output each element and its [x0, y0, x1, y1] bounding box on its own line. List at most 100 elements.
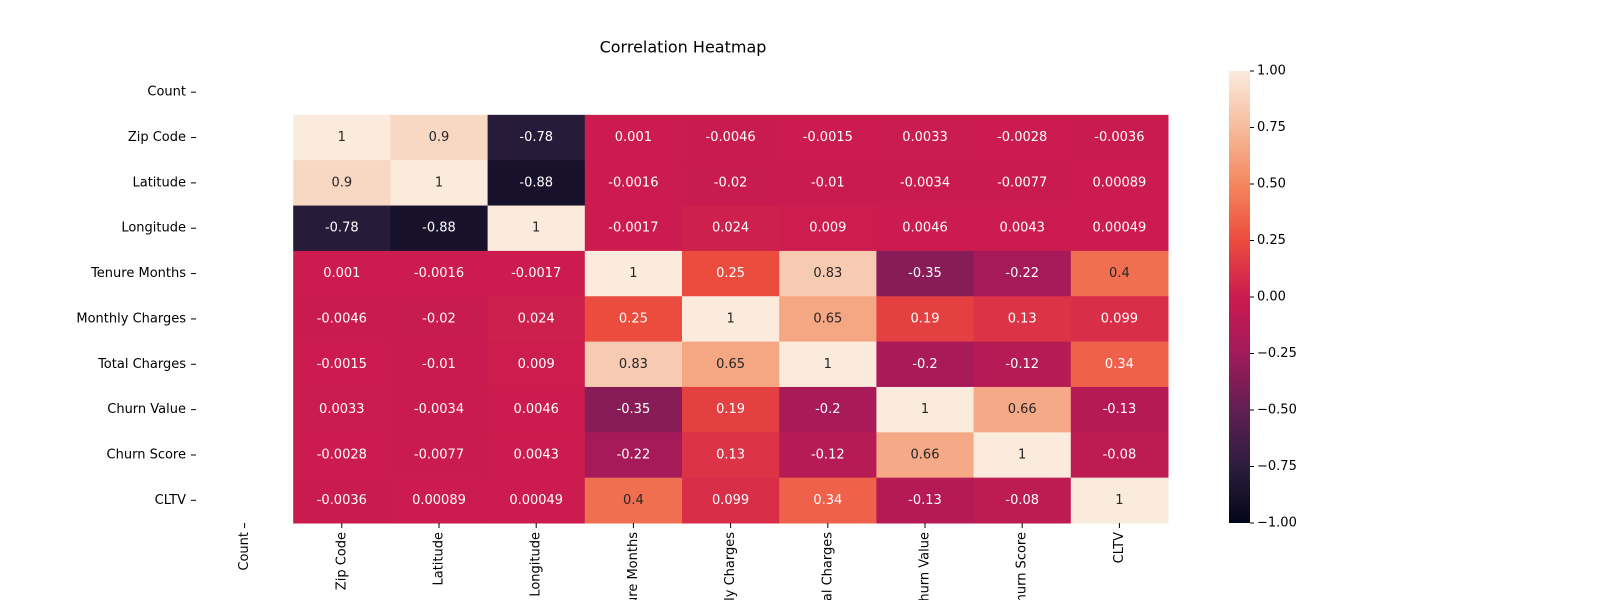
cell-label: 0.009 — [518, 357, 555, 372]
colorbar — [1229, 71, 1250, 523]
heatmap-cell — [487, 341, 586, 388]
heatmap-cell — [779, 250, 877, 297]
heatmap-cell — [876, 477, 975, 524]
cell-label: -0.88 — [422, 221, 456, 236]
heatmap-cell — [584, 114, 683, 161]
heatmap-cell — [876, 432, 975, 479]
cell-label: 0.0043 — [513, 447, 559, 462]
heatmap-cell — [293, 114, 391, 161]
heatmap-cell — [293, 432, 391, 479]
heatmap-cell — [584, 250, 683, 297]
cell-label: 0.13 — [1008, 311, 1037, 326]
heatmap-cell — [487, 477, 586, 524]
cell-label: 0.66 — [911, 447, 940, 462]
heatmap-cell — [876, 160, 975, 207]
heatmap-cell — [390, 296, 489, 343]
y-tick-label: Total Charges — [97, 357, 186, 372]
heatmap-cell — [973, 205, 1072, 252]
cell-label: 0.9 — [331, 175, 352, 190]
cell-label: -0.0016 — [608, 175, 658, 190]
cell-label: 0.024 — [518, 311, 555, 326]
colorbar-tick-label: 0.75 — [1257, 120, 1286, 135]
cell-label: -0.22 — [617, 447, 651, 462]
cell-label: -0.02 — [422, 311, 456, 326]
cell-label: 0.83 — [813, 266, 842, 281]
heatmap-cell — [390, 341, 489, 388]
colorbar-tick-label: −0.75 — [1257, 459, 1297, 474]
cell-label: 1 — [921, 402, 929, 417]
cell-label: 0.66 — [1008, 402, 1037, 417]
cell-label: 0.00089 — [412, 493, 466, 508]
cell-label: -0.0017 — [511, 266, 561, 281]
heatmap-cell — [876, 296, 975, 343]
heatmap-cell — [293, 477, 391, 524]
cell-label: 0.4 — [623, 493, 644, 508]
heatmap-cell — [779, 296, 877, 343]
heatmap-cell — [779, 160, 877, 207]
cell-label: 0.00089 — [1093, 175, 1147, 190]
heatmap-cell — [584, 386, 683, 433]
heatmap-cell — [1070, 477, 1169, 524]
cell-label: 0.0046 — [513, 402, 559, 417]
cell-label: 0.4 — [1109, 266, 1130, 281]
x-tick-label: Churn Score — [1015, 532, 1030, 600]
y-tick-label: Zip Code — [128, 130, 186, 145]
x-tick-label: Longitude — [529, 532, 544, 597]
cell-label: -0.02 — [714, 175, 748, 190]
heatmap-cell — [1070, 296, 1169, 343]
heatmap-cell — [390, 205, 489, 252]
heatmap-cell — [293, 296, 391, 343]
heatmap-cell — [487, 386, 586, 433]
heatmap-cell — [779, 114, 877, 161]
heatmap-cell — [487, 114, 586, 161]
cell-label: -0.0015 — [803, 130, 853, 145]
heatmap-cell — [390, 250, 489, 297]
colorbar-tick-label: 1.00 — [1257, 64, 1286, 79]
heatmap-cell — [779, 205, 877, 252]
cell-label: 0.65 — [716, 357, 745, 372]
heatmap-cell — [1070, 386, 1169, 433]
x-tick-label: Monthly Charges — [723, 532, 738, 600]
heatmap-cell — [487, 250, 586, 297]
cell-label: 0.001 — [615, 130, 652, 145]
heatmap-cell — [876, 386, 975, 433]
cell-label: 1 — [435, 175, 443, 190]
heatmap-cell — [779, 341, 877, 388]
heatmap-cell — [682, 477, 780, 524]
colorbar-tick-label: 0.00 — [1257, 290, 1286, 305]
y-tick-label: Monthly Charges — [76, 311, 186, 326]
cell-label: 0.0043 — [999, 221, 1045, 236]
cell-label: 0.099 — [1101, 311, 1138, 326]
cell-label: -0.0046 — [317, 311, 367, 326]
x-tick-label: Count — [237, 532, 252, 571]
colorbar-tick-label: 0.25 — [1257, 233, 1286, 248]
cell-label: -0.12 — [811, 447, 845, 462]
heatmap-cell — [682, 386, 780, 433]
y-tick-label: Latitude — [132, 175, 186, 190]
x-tick-label: Churn Value — [918, 532, 933, 600]
cell-label: 0.13 — [716, 447, 745, 462]
heatmap-cell — [779, 386, 877, 433]
cell-label: 0.65 — [813, 311, 842, 326]
cell-label: -0.0077 — [414, 447, 464, 462]
y-tick-label: CLTV — [155, 493, 186, 508]
x-tick-label: Zip Code — [334, 532, 349, 590]
y-tick-label: Churn Value — [107, 402, 186, 417]
cell-label: 1 — [629, 266, 637, 281]
heatmap-cell — [682, 341, 780, 388]
cell-label: -0.2 — [815, 402, 840, 417]
colorbar-tick-label: −0.50 — [1257, 403, 1297, 418]
cell-label: -0.0036 — [317, 493, 367, 508]
cell-label: -0.0017 — [608, 221, 658, 236]
cell-label: -0.0036 — [1094, 130, 1144, 145]
heatmap-cell — [973, 160, 1072, 207]
cell-label: 0.009 — [809, 221, 846, 236]
heatmap-cell — [1070, 114, 1169, 161]
colorbar-tick-label: 0.50 — [1257, 177, 1286, 192]
cell-label: 0.0046 — [902, 221, 948, 236]
cell-label: -0.0015 — [317, 357, 367, 372]
heatmap-cell — [1070, 341, 1169, 388]
cell-label: 0.19 — [716, 402, 745, 417]
cell-label: -0.0034 — [900, 175, 950, 190]
cell-label: -0.12 — [1005, 357, 1039, 372]
